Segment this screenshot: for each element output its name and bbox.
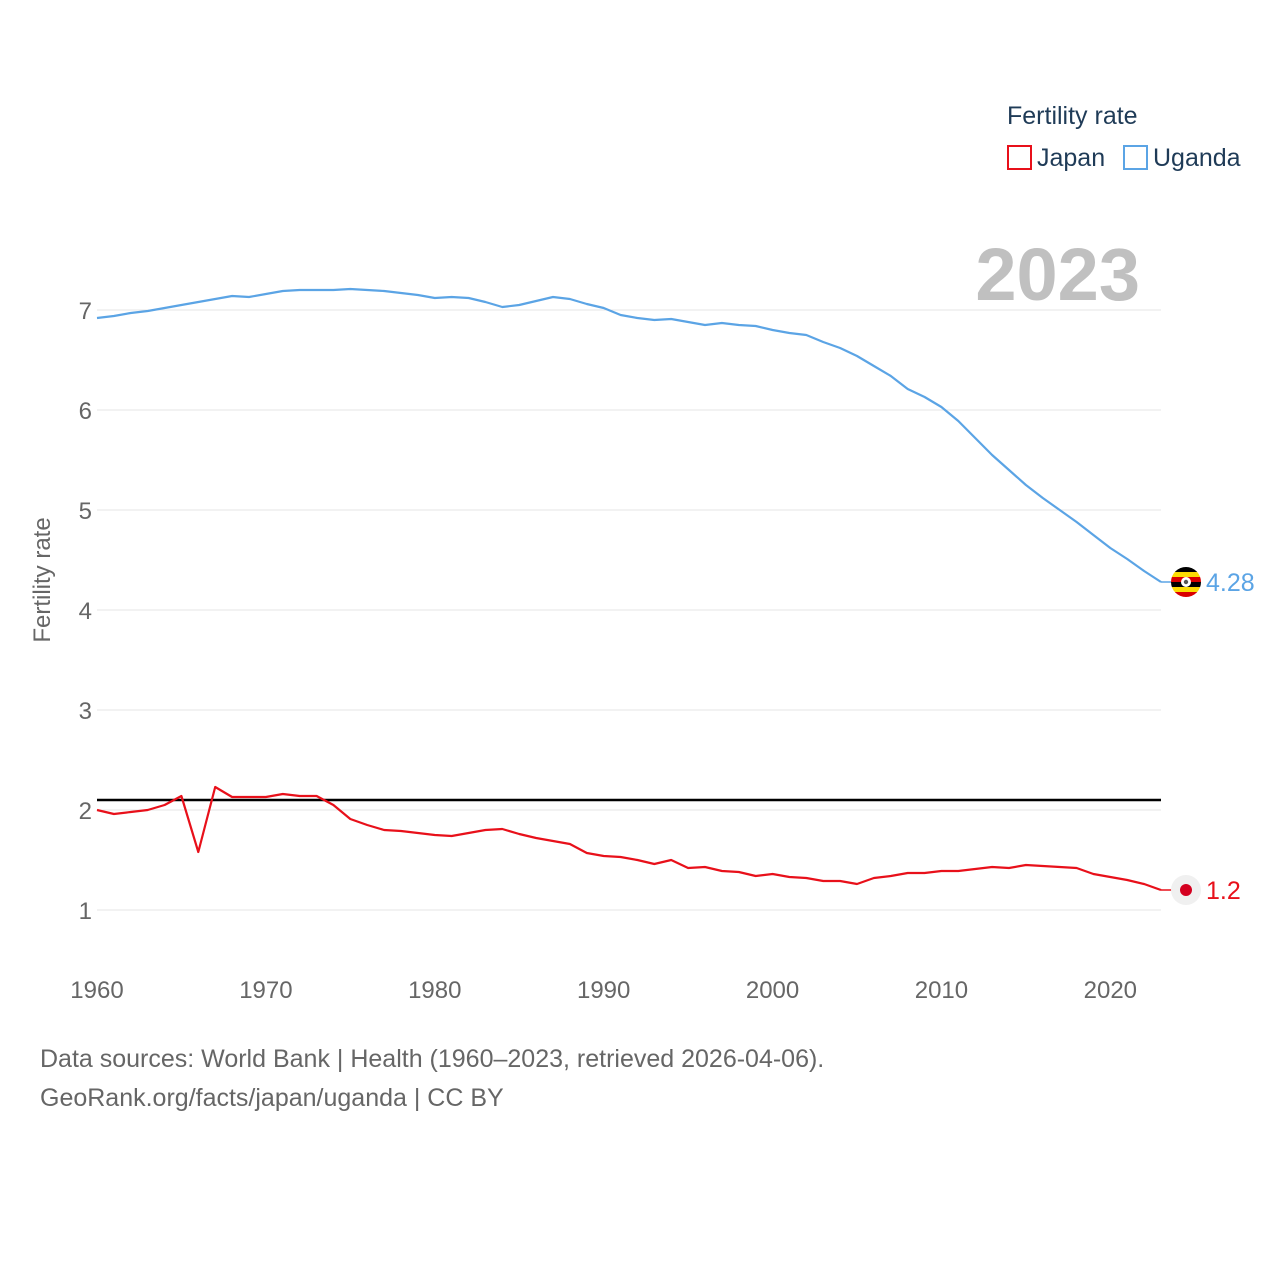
y-axis-ticks: 1 2 3 4 5 6 7 — [79, 298, 92, 925]
y-tick-5: 5 — [79, 498, 92, 525]
legend-item-uganda[interactable]: Uganda — [1123, 144, 1241, 172]
x-tick-1960: 1960 — [70, 977, 123, 1004]
legend-label-japan: Japan — [1037, 144, 1105, 172]
x-tick-1970: 1970 — [239, 977, 292, 1004]
footer-source: Data sources: World Bank | Health (1960–… — [40, 1045, 825, 1073]
y-tick-7: 7 — [79, 298, 92, 325]
x-tick-2010: 2010 — [915, 977, 968, 1004]
series-lines — [96, 287, 1162, 892]
y-axis-label: Fertility rate — [29, 517, 56, 642]
legend-title: Fertility rate — [1007, 102, 1138, 130]
end-label-uganda: 4.28 — [1206, 569, 1255, 597]
end-label-japan: 1.2 — [1206, 877, 1241, 905]
y-tick-4: 4 — [79, 598, 92, 625]
legend-swatch-japan — [1007, 145, 1032, 170]
legend-label-uganda: Uganda — [1153, 144, 1241, 172]
y-tick-3: 3 — [79, 698, 92, 725]
y-tick-2: 2 — [79, 798, 92, 825]
y-tick-6: 6 — [79, 398, 92, 425]
x-tick-1980: 1980 — [408, 977, 461, 1004]
legend-swatch-uganda — [1123, 145, 1148, 170]
y-tick-1: 1 — [79, 898, 92, 925]
x-tick-2000: 2000 — [746, 977, 799, 1004]
series-line-japan[interactable] — [96, 785, 1162, 892]
end-markers: 1.2 4.28 — [1161, 567, 1255, 905]
current-year-label: 2023 — [975, 233, 1140, 316]
legend: Fertility rate Japan Uganda — [1007, 102, 1241, 172]
x-axis-ticks: 1960 1970 1980 1990 2000 2010 2020 — [70, 977, 1137, 1004]
flag-japan-icon — [1171, 875, 1201, 905]
series-line-uganda[interactable] — [96, 287, 1162, 583]
gridlines — [97, 309, 1161, 911]
x-tick-1990: 1990 — [577, 977, 630, 1004]
legend-item-japan[interactable]: Japan — [1007, 144, 1105, 172]
flag-uganda-icon — [1171, 567, 1201, 597]
footer-link[interactable]: GeoRank.org/facts/japan/uganda | CC BY — [40, 1084, 504, 1112]
x-tick-2020: 2020 — [1084, 977, 1137, 1004]
